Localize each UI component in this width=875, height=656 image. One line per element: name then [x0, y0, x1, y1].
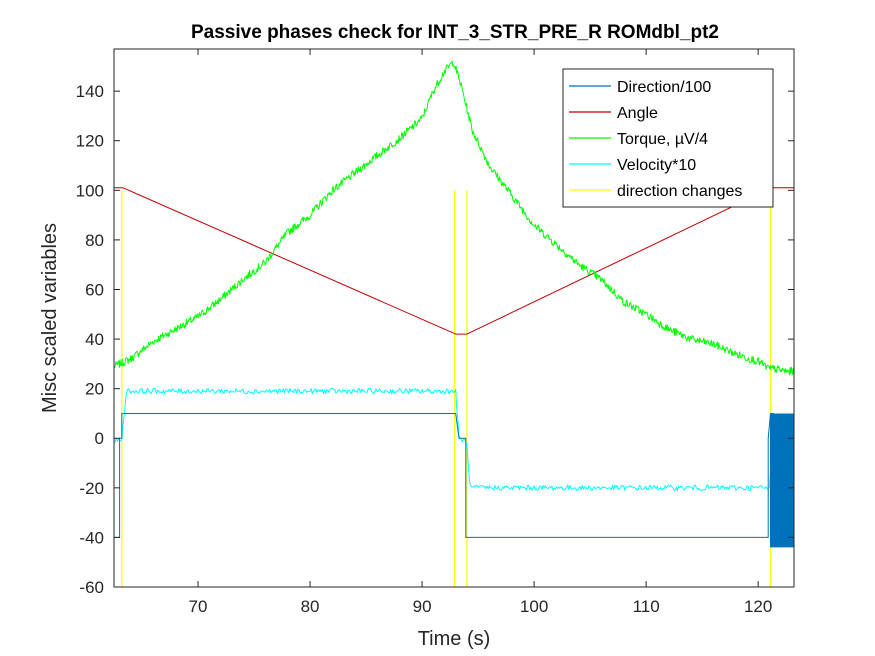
legend-label: Angle — [617, 105, 658, 122]
y-tick-label: -60 — [79, 578, 104, 597]
y-axis-label: Misc scaled variables — [39, 223, 61, 413]
x-axis-label: Time (s) — [418, 628, 491, 650]
legend-label: Torque, µV/4 — [617, 131, 708, 148]
series-velocity-line — [114, 387, 794, 491]
axes-box — [113, 48, 795, 588]
y-tick-label: -20 — [79, 479, 104, 498]
x-tick-label: 100 — [520, 597, 548, 616]
x-tick-label: 90 — [413, 597, 432, 616]
tick-layer: 70 80 90 100 110 120 -60 -40 -20 0 20 40 60 80 100 120 1… — [76, 49, 794, 616]
y-tick-label: 120 — [76, 132, 104, 151]
x-tick-label: 110 — [633, 597, 660, 616]
x-tick-label: 120 — [744, 597, 772, 616]
legend: Direction/100 Angle Torque, µV/4 Velocity*1… — [562, 68, 774, 208]
y-tick-label: 60 — [85, 280, 104, 299]
y-tick-label: 0 — [95, 429, 104, 448]
legend-label: Direction/100 — [617, 79, 711, 96]
y-tick-label: -40 — [79, 528, 104, 547]
axes-layer — [113, 48, 795, 588]
y-tick-label: 140 — [76, 82, 104, 101]
series-torque-line — [114, 60, 794, 376]
chart-title: Passive phases check for INT_3_STR_PRE_R… — [191, 22, 719, 43]
series-angle-line — [114, 187, 794, 335]
x-tick-label: 80 — [301, 597, 320, 616]
legend-label: Velocity*10 — [617, 157, 696, 174]
y-tick-label: 100 — [76, 181, 104, 200]
series-direction-oscillation — [770, 413, 794, 548]
legend-label: direction changes — [617, 183, 742, 200]
y-tick-label: 40 — [85, 330, 104, 349]
y-tick-label: 20 — [85, 380, 104, 399]
y-tick-label: 80 — [85, 231, 104, 250]
x-tick-label: 70 — [189, 597, 208, 616]
